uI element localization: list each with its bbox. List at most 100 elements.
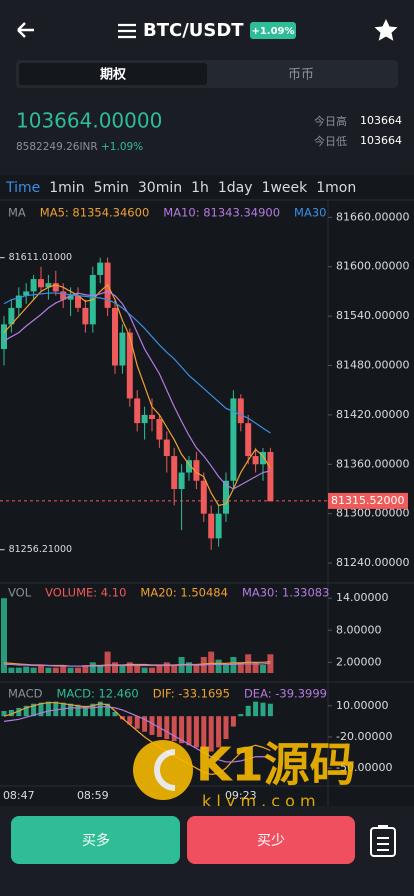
last-price: 103664.00000 — [16, 109, 162, 133]
y-tick-label: 2.00000 — [336, 655, 382, 668]
macd-bar — [45, 701, 51, 717]
interval-bar: Time 1min 5min 30min 1h 1day 1week 1mon — [5, 180, 356, 196]
watermark-title: K1源码 — [196, 738, 356, 792]
volume-bar — [89, 662, 96, 673]
legend-entry: VOLUME: 4.10 — [45, 586, 126, 600]
macd-bar — [149, 716, 155, 735]
volume-bar — [38, 664, 44, 673]
volume-bar — [82, 664, 89, 673]
candle-body — [141, 414, 148, 424]
candle-body — [119, 332, 126, 366]
candle-body — [126, 332, 133, 399]
interval-tab[interactable]: Time — [5, 180, 40, 196]
legend-entry: MA5: 81354.34600 — [40, 206, 149, 220]
macd-bar — [216, 716, 222, 748]
volume-bar — [223, 664, 229, 673]
candle-body — [23, 291, 30, 296]
buy-long-label[interactable]: 买多 — [82, 832, 110, 849]
interval-tab[interactable]: 30min — [138, 180, 182, 196]
volume-bar — [260, 664, 266, 673]
volume-bar — [75, 667, 81, 673]
macd-bar — [97, 701, 103, 717]
macd-bar — [16, 707, 22, 717]
macd-bar — [105, 703, 111, 717]
volume-bar — [15, 667, 22, 673]
y-tick-label: 81240.00000 — [336, 556, 409, 569]
volume-bar — [141, 667, 148, 673]
annotation-label: 81611.01000 — [9, 252, 72, 263]
y-tick-label: 81300.00000 — [336, 507, 409, 520]
macd-bar — [156, 716, 162, 737]
indicator-line — [4, 662, 271, 667]
indicator-line — [3, 702, 271, 776]
back-button[interactable] — [17, 22, 34, 38]
interval-tab[interactable]: 1min — [49, 180, 84, 196]
candle-body — [75, 295, 81, 308]
candle-body — [82, 307, 89, 325]
volume-bar — [8, 667, 15, 673]
macd-bar — [142, 716, 148, 732]
interval-tab[interactable]: 1day — [218, 180, 253, 196]
macd-bar — [31, 703, 37, 717]
candle-body — [178, 472, 185, 489]
volume-bar — [67, 667, 74, 673]
macd-bar — [186, 716, 192, 746]
candle-body — [52, 283, 59, 292]
y-tick-label: 81540.00000 — [336, 309, 409, 322]
menu-icon[interactable] — [118, 23, 136, 39]
candle-body — [45, 283, 52, 288]
candle-body — [38, 279, 44, 288]
macd-bar — [1, 710, 7, 717]
volume-bar — [237, 662, 244, 673]
macd-bar — [8, 709, 14, 717]
low-value: 103664 — [360, 134, 402, 147]
x-tick-label: 09:23 — [225, 789, 257, 802]
volume-bar — [134, 664, 141, 673]
interval-tab[interactable]: 1mon — [316, 180, 356, 196]
tab[interactable]: 期权 — [100, 67, 127, 83]
volume-bar — [1, 598, 7, 673]
orders-icon[interactable] — [370, 825, 396, 857]
interval-tab[interactable]: 5min — [94, 180, 129, 196]
y-tick-label: 8.00000 — [336, 623, 382, 636]
macd-bar — [134, 716, 140, 729]
volume-bar — [208, 651, 215, 673]
tab[interactable]: 币币 — [288, 68, 314, 83]
candle-body — [252, 456, 259, 465]
candle-body — [8, 307, 15, 325]
candle-body — [223, 480, 229, 514]
favorite-star[interactable] — [374, 19, 398, 41]
watermark-logo — [133, 740, 193, 800]
macd-bar — [127, 716, 133, 725]
buy-long-button[interactable] — [11, 816, 180, 864]
tab-active[interactable] — [19, 63, 207, 85]
interval-tab[interactable]: 1week — [262, 180, 309, 196]
y-tick-label: -50.00000 — [336, 761, 392, 774]
legend-entry: DEA: -39.3999 — [244, 687, 327, 701]
volume-bar — [193, 664, 200, 673]
interval-tab[interactable]: 1h — [191, 180, 209, 196]
x-tick-label: 08:47 — [3, 789, 35, 802]
buy-short-label[interactable]: 买少 — [257, 833, 285, 849]
volume-bar — [97, 664, 104, 673]
low-label: 今日低 — [314, 134, 347, 148]
fiat-price: 8582249.26INR — [16, 141, 98, 153]
buy-short-button[interactable] — [187, 816, 355, 864]
y-tick-label: 81360.00000 — [336, 457, 409, 470]
macd-bar — [245, 705, 251, 717]
volume-bar — [171, 664, 178, 673]
candle-body — [97, 262, 104, 275]
price-change: +1.09% — [101, 141, 143, 153]
volume-bar — [163, 662, 170, 673]
legend-entry: MA20: 1.50484 — [140, 586, 228, 600]
y-tick-label: 81600.00000 — [336, 260, 409, 273]
macd-bar — [53, 701, 59, 717]
last-price-label: 81315.52000 — [331, 494, 404, 507]
legend-entry: MA10: 81343.34900 — [163, 206, 280, 220]
legend-entry: MA30: 1.33083 — [242, 586, 330, 600]
macd-bar — [208, 716, 214, 752]
candle-body — [208, 513, 215, 539]
change-badge — [250, 22, 296, 39]
macd-bar — [193, 716, 199, 748]
